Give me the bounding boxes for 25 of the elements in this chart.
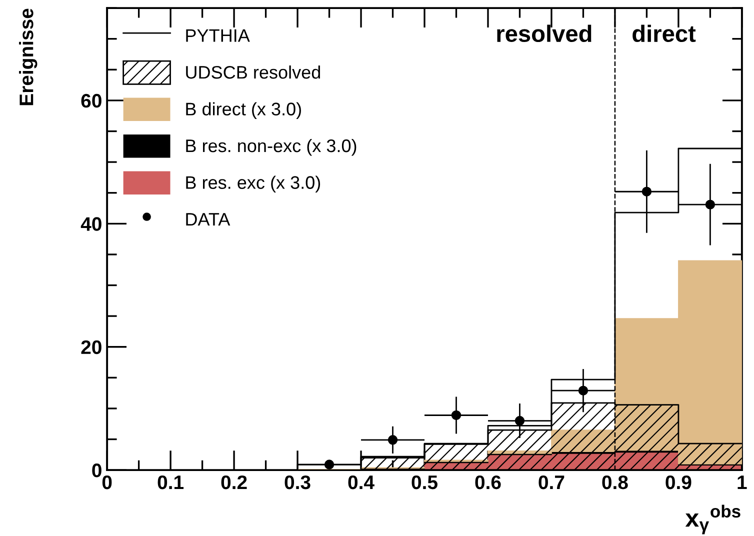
x-tick-label: 0.5: [412, 475, 438, 490]
annotation: direct: [632, 24, 696, 42]
legend-label: PYTHIA: [186, 29, 250, 42]
x-tick-label: 0.2: [221, 475, 247, 490]
y-tick-label: 60: [81, 94, 102, 108]
x-axis-title: x$_{γ}$$^{obs}$: [685, 504, 740, 534]
x-tick-label: 0: [102, 475, 112, 490]
legend-label: B direct (x 3.0): [186, 102, 301, 120]
y-tick-label: 20: [81, 340, 102, 354]
x-tick-label: 0.1: [158, 475, 184, 490]
x-tick-label: 0.7: [538, 475, 564, 490]
x-tick-label: 0.3: [284, 475, 310, 490]
y-tick-label: 40: [80, 217, 102, 231]
legend-label: B res. exc (x 3.0): [186, 176, 320, 193]
legend-label: UDSCB resolved: [186, 65, 320, 79]
x-tick-label: 1: [738, 476, 747, 490]
y-tick-label: 0: [92, 464, 102, 478]
x-tick-label: 0.9: [666, 475, 692, 490]
x-tick-label: 0.4: [348, 475, 374, 490]
annotation: resolved: [497, 24, 592, 42]
x-tick-label: 0.8: [602, 475, 628, 490]
legend-label: DATA: [186, 213, 230, 226]
y-axis-title: Ereignisse: [19, 8, 38, 106]
x-tick-label: 0.6: [475, 475, 501, 490]
legend-label: B res. non-exc (x 3.0): [186, 138, 356, 156]
